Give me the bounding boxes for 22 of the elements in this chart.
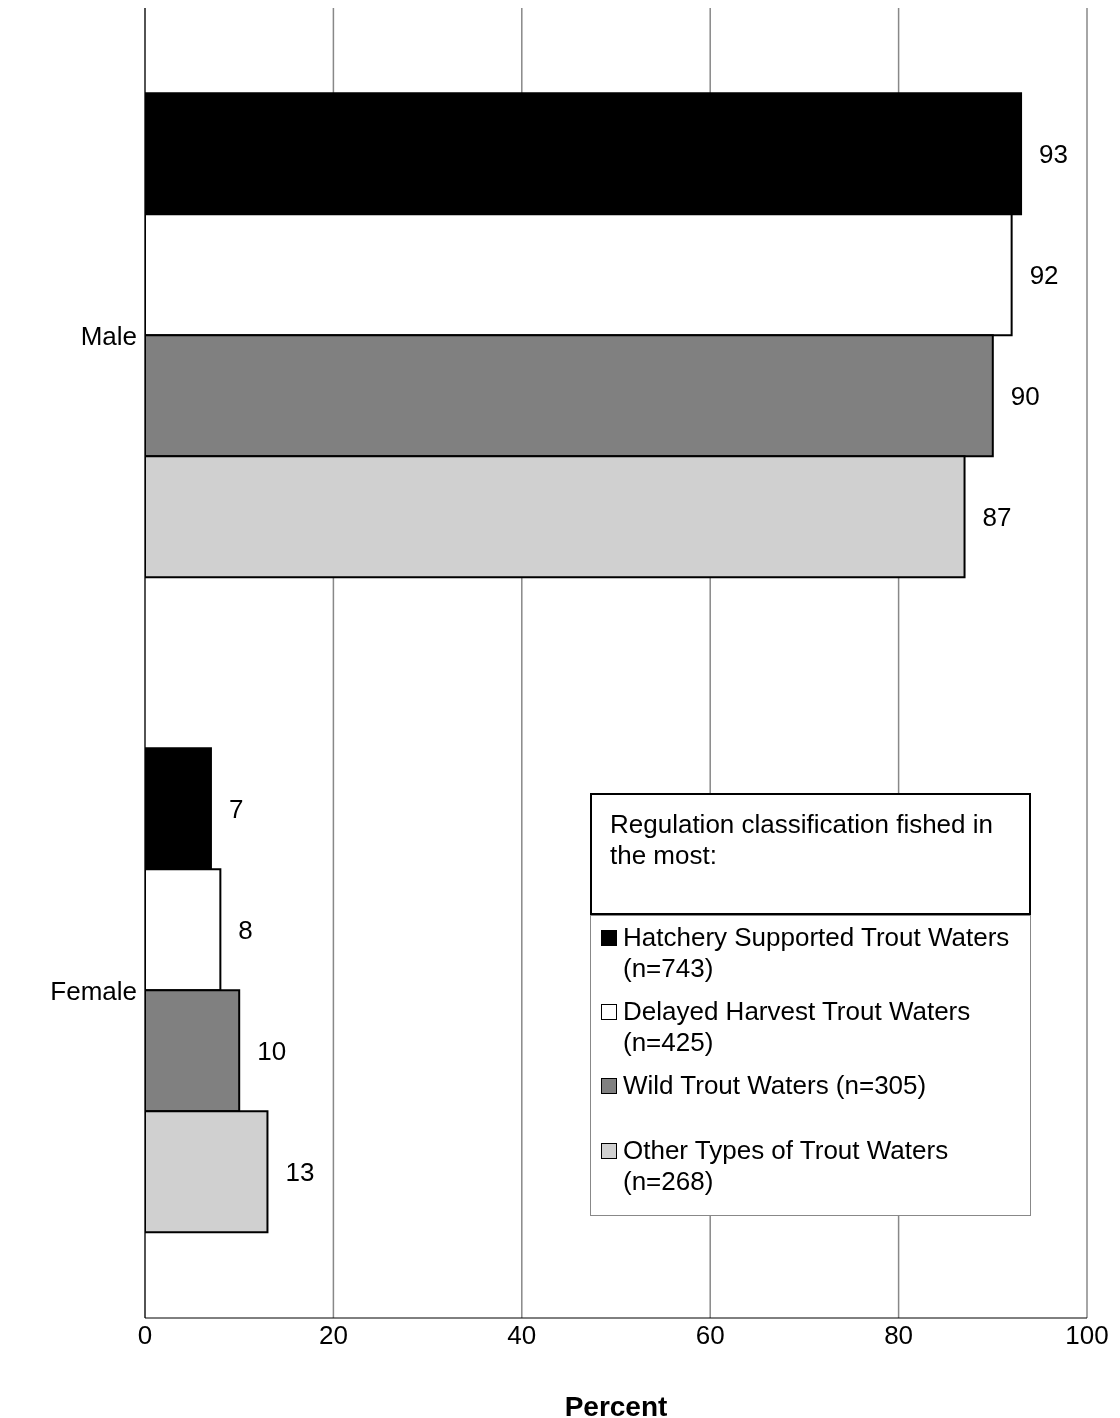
data-label: 7	[228, 793, 244, 824]
y-tick-label: Male	[80, 320, 137, 351]
x-tick-label: 40	[507, 1320, 537, 1351]
legend-label: Delayed Harvest Trout Waters (n=425)	[623, 996, 972, 1058]
x-axis-title: Percent	[564, 1391, 668, 1418]
x-tick-label: 100	[1065, 1320, 1109, 1351]
data-label: 13	[285, 1156, 315, 1187]
data-label: 87	[982, 501, 1012, 532]
x-tick-label: 60	[695, 1320, 725, 1351]
legend-label: Other Types of Trout Waters (n=268)	[623, 1135, 950, 1197]
data-label: 90	[1010, 380, 1040, 411]
data-label: 92	[1029, 259, 1059, 290]
data-label: 93	[1039, 138, 1068, 169]
legend-title: Regulation classification fished in the most:	[590, 793, 1031, 915]
data-label: 8	[238, 914, 253, 945]
y-tick-label: Female	[50, 975, 137, 1006]
x-tick-label: 80	[884, 1320, 914, 1351]
x-tick-label: 0	[137, 1320, 153, 1351]
legend-label: Wild Trout Waters (n=305)	[623, 1070, 927, 1101]
data-label: 10	[257, 1035, 287, 1066]
legend-label: Hatchery Supported Trout Waters (n=743)	[623, 922, 1011, 984]
x-tick-label: 20	[318, 1320, 348, 1351]
